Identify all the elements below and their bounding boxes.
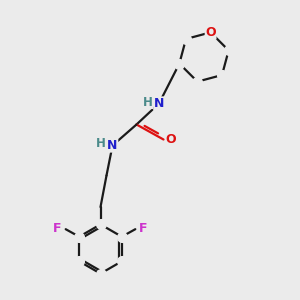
Text: F: F (139, 222, 148, 235)
Text: O: O (205, 26, 216, 39)
Text: H: H (96, 136, 105, 150)
Text: N: N (154, 97, 164, 110)
Text: F: F (53, 222, 62, 235)
Text: O: O (166, 133, 176, 146)
Text: N: N (107, 139, 118, 152)
Text: H: H (143, 95, 152, 109)
